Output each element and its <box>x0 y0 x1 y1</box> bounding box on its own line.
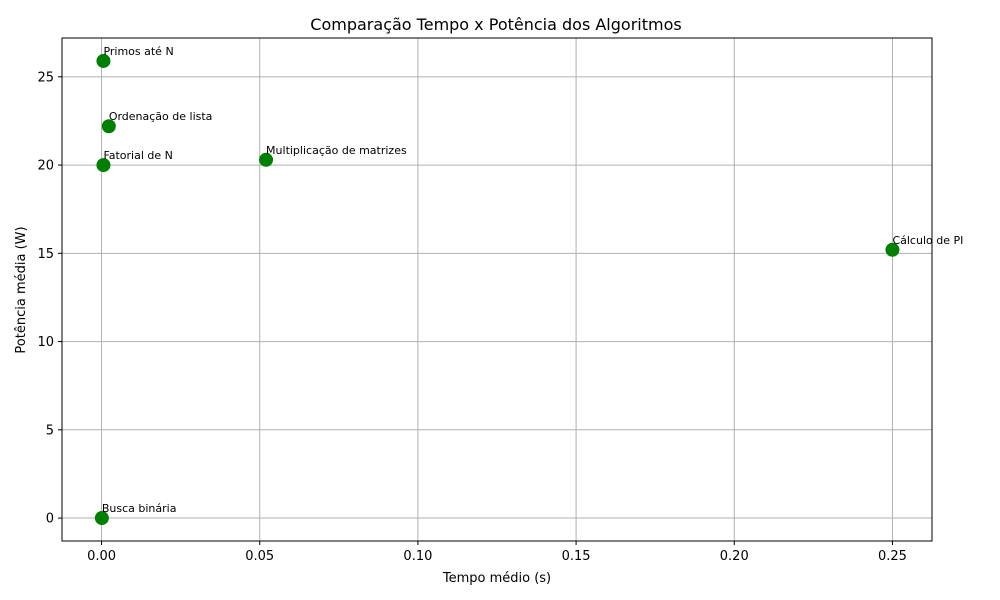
x-tick-label: 0.05 <box>245 549 274 564</box>
tick-layer: 0.00 0.05 0.10 0.15 0.20 0.25 0 5 10 15 20 25 <box>37 70 906 564</box>
data-point <box>94 511 109 526</box>
data-point-label: Primos até N <box>103 45 173 58</box>
y-tick-label: 20 <box>37 159 54 174</box>
data-point <box>885 242 900 257</box>
data-point-label: Busca binária <box>102 502 177 515</box>
y-axis-label: Potência média (W) <box>14 226 29 353</box>
data-point-label: Ordenação de lista <box>109 110 213 123</box>
x-tick-label: 0.25 <box>878 549 907 564</box>
data-point-label: Cálculo de PI <box>892 234 963 247</box>
point-layer: Primos até N Ordenação de lista Fatorial d… <box>94 45 963 526</box>
data-point <box>96 53 111 68</box>
y-tick-label: 25 <box>37 70 54 85</box>
data-point <box>101 119 116 134</box>
data-point <box>96 158 111 173</box>
y-tick-label: 15 <box>37 247 54 262</box>
y-tick-label: 0 <box>46 512 54 527</box>
grid-layer <box>62 38 932 541</box>
data-point-label: Fatorial de N <box>103 149 172 162</box>
x-tick-label: 0.15 <box>562 549 591 564</box>
data-point <box>259 152 274 167</box>
y-tick-label: 5 <box>46 423 54 438</box>
plot-frame <box>61 37 933 542</box>
y-tick-label: 10 <box>37 335 54 350</box>
x-tick-label: 0.20 <box>720 549 749 564</box>
x-tick-label: 0.00 <box>87 549 116 564</box>
x-tick-label: 0.10 <box>403 549 432 564</box>
x-axis-label: Tempo médio (s) <box>442 571 551 586</box>
data-point-label: Multiplicação de matrizes <box>266 144 407 157</box>
chart-title: Comparação Tempo x Potência dos Algoritm… <box>310 15 681 34</box>
